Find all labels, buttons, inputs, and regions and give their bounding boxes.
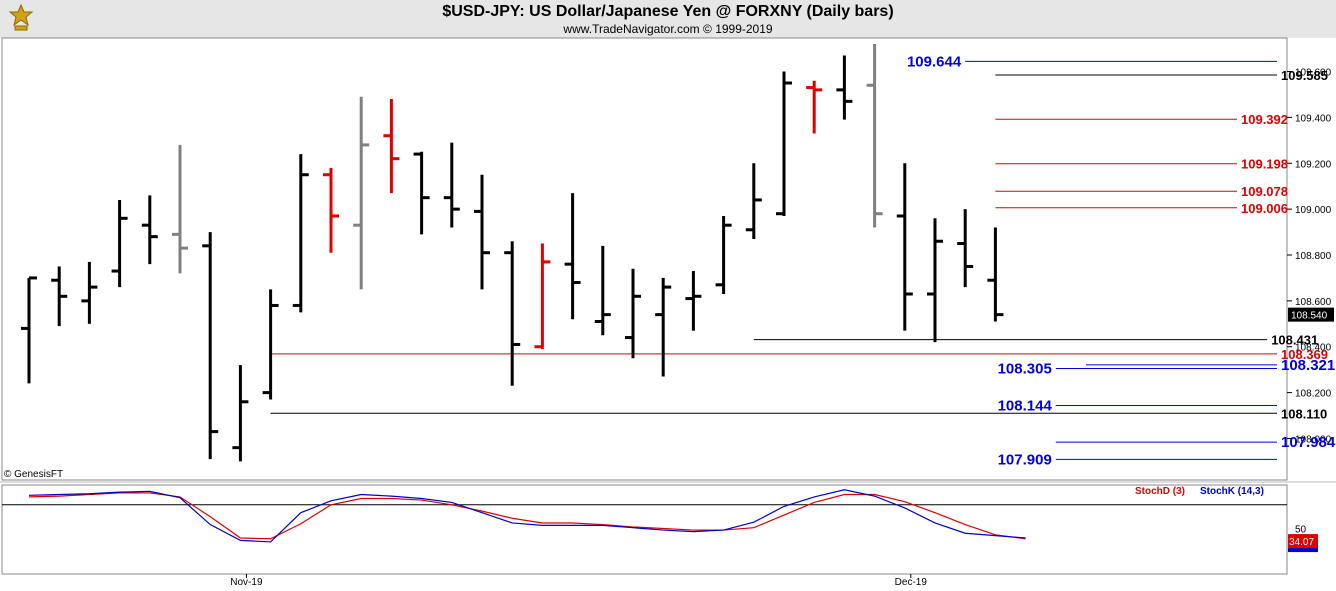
ohlc-bar bbox=[745, 163, 762, 239]
y-tick-label: 109.000 bbox=[1295, 205, 1332, 216]
level-label-107.984: 107.984 bbox=[1281, 434, 1336, 451]
stoch-d-legend: StochD (3) bbox=[1135, 486, 1185, 497]
y-tick-label: 109.200 bbox=[1295, 159, 1332, 170]
ohlc-bar bbox=[232, 365, 249, 462]
chart-title: $USD-JPY: US Dollar/Japanese Yen @ FORXN… bbox=[442, 3, 894, 20]
ohlc-bar bbox=[836, 55, 853, 120]
ohlc-bar bbox=[987, 227, 1004, 322]
ohlc-bar bbox=[413, 151, 430, 235]
level-label-108.431: 108.431 bbox=[1271, 333, 1318, 348]
level-label-109.078: 109.078 bbox=[1241, 184, 1288, 199]
ohlc-bar bbox=[292, 154, 309, 313]
ohlc-bar bbox=[443, 142, 460, 228]
ohlc-bar bbox=[141, 195, 158, 265]
ohlc-bar bbox=[323, 167, 339, 253]
y-tick-label: 109.400 bbox=[1295, 113, 1332, 124]
ohlc-bar bbox=[715, 216, 732, 294]
stoch-last-value-label: 34.07 bbox=[1289, 537, 1314, 548]
ohlc-bar bbox=[927, 218, 943, 343]
x-tick-label: Dec-19 bbox=[895, 577, 928, 588]
ohlc-bar bbox=[21, 276, 37, 384]
stoch-k-line bbox=[28, 489, 1026, 543]
level-label-108.305: 108.305 bbox=[998, 361, 1052, 378]
last-price-label: 108.540 bbox=[1291, 311, 1328, 322]
ohlc-bar bbox=[594, 245, 611, 336]
y-tick-label: 108.200 bbox=[1295, 389, 1332, 400]
last-price-box bbox=[1288, 307, 1334, 322]
ohlc-bar bbox=[655, 277, 672, 377]
price-panel-frame bbox=[1, 37, 1288, 481]
level-label-107.909: 107.909 bbox=[998, 451, 1052, 468]
chart-subtitle: www.TradeNavigator.com © 1999-2019 bbox=[563, 22, 773, 36]
ohlc-bar bbox=[383, 99, 400, 194]
ohlc-bar bbox=[111, 199, 128, 288]
stoch-k-legend: StochK (14,3) bbox=[1200, 486, 1264, 497]
stoch-d-line bbox=[28, 492, 1026, 540]
level-label-109.585: 109.585 bbox=[1281, 68, 1328, 83]
ohlc-bar bbox=[262, 289, 279, 400]
y-tick-label: 108.600 bbox=[1295, 297, 1332, 308]
ohlc-bar bbox=[353, 96, 370, 290]
ohlc-bar bbox=[806, 80, 823, 134]
level-label-108.110: 108.110 bbox=[1281, 406, 1327, 421]
stoch-k-last-marker bbox=[1288, 548, 1318, 553]
level-label-108.321: 108.321 bbox=[1281, 357, 1335, 374]
level-label-109.198: 109.198 bbox=[1241, 157, 1288, 172]
ohlc-bar bbox=[81, 261, 98, 324]
ohlc-bar bbox=[896, 163, 913, 331]
ohlc-bar bbox=[776, 71, 792, 217]
y-tick-label: 108.800 bbox=[1295, 251, 1332, 262]
stochastic-tick-label: 50 bbox=[1295, 525, 1307, 536]
ohlc-bar bbox=[625, 268, 641, 359]
level-label-109.006: 109.006 bbox=[1241, 201, 1288, 216]
trade-navigator-logo-icon bbox=[6, 3, 36, 39]
ohlc-bar bbox=[504, 241, 521, 386]
y-tick-label: 108.000 bbox=[1295, 434, 1332, 445]
level-label-108.144: 108.144 bbox=[998, 397, 1053, 414]
ohlc-bar bbox=[202, 232, 219, 460]
stochastic-panel-frame bbox=[1, 484, 1288, 575]
level-label-109.644: 109.644 bbox=[907, 53, 962, 70]
ohlc-bar bbox=[474, 174, 490, 290]
level-label-109.392: 109.392 bbox=[1241, 112, 1288, 127]
ohlc-bar bbox=[564, 193, 581, 320]
ohlc-bar bbox=[957, 209, 974, 288]
ohlc-bar bbox=[534, 243, 551, 350]
x-tick-label: Nov-19 bbox=[230, 577, 263, 588]
ohlc-bar bbox=[51, 266, 68, 327]
y-tick-label: 109.600 bbox=[1295, 68, 1332, 79]
ohlc-bar bbox=[685, 271, 702, 331]
y-tick-label: 108.400 bbox=[1295, 343, 1332, 354]
copyright-label: © GenesisFT bbox=[4, 469, 64, 480]
ohlc-bar bbox=[172, 144, 188, 274]
level-label-108.369: 108.369 bbox=[1281, 347, 1328, 362]
chart-header bbox=[0, 0, 1336, 38]
ohlc-bar bbox=[866, 44, 883, 228]
stoch-last-value-box bbox=[1288, 534, 1318, 549]
